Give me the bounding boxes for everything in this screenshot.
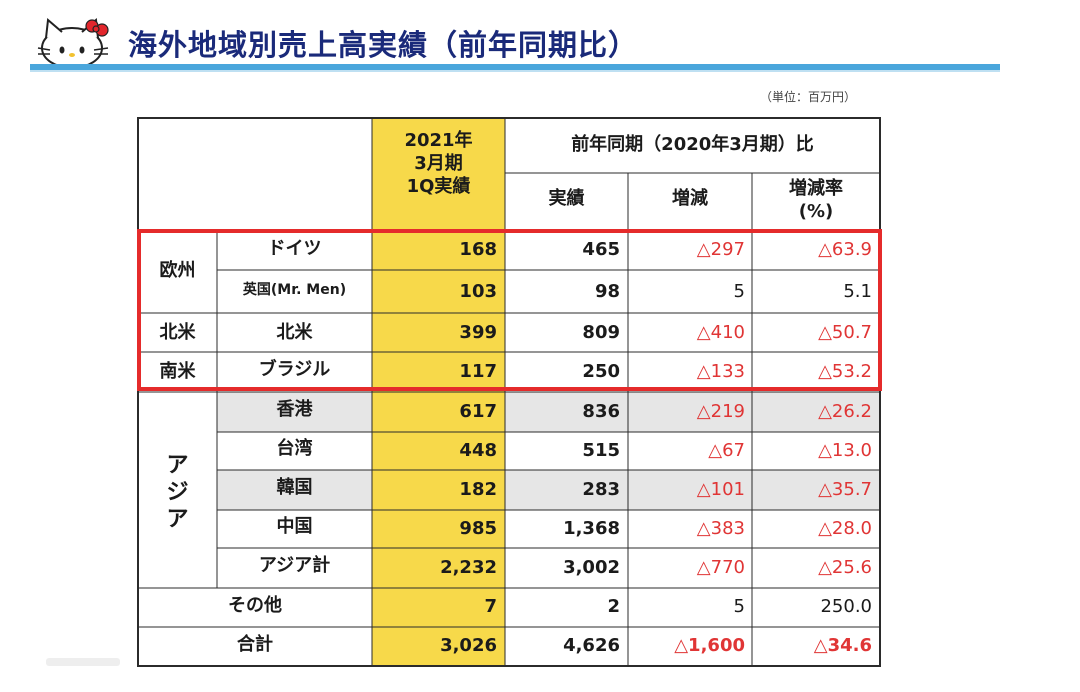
row-label-asia-total: アジア計 <box>258 555 331 576</box>
cell-rate: △28.0 <box>818 518 872 539</box>
cell-prior: 250 <box>582 361 620 382</box>
cell-current: 3,026 <box>440 635 497 656</box>
cell-current: 617 <box>459 401 497 422</box>
cell-rate: △50.7 <box>818 322 872 343</box>
cell-diff: 5 <box>733 596 745 617</box>
watermark <box>46 658 120 666</box>
cell-rate: △34.6 <box>813 635 872 656</box>
row-label-other: その他 <box>228 595 282 616</box>
cell-diff: △410 <box>696 322 745 343</box>
cell-current: 168 <box>459 239 497 260</box>
prior-actual-header: 実績 <box>548 188 585 209</box>
row-label-korea: 韓国 <box>276 477 313 498</box>
title-underline <box>30 64 1000 70</box>
cell-rate: △53.2 <box>818 361 872 382</box>
cell-prior: 4,626 <box>563 635 620 656</box>
cell-current: 399 <box>459 322 497 343</box>
row-label-total: 合計 <box>237 634 273 655</box>
change-rate-header: 増減率 <box>789 178 843 199</box>
current-period-month: 3月期 <box>414 153 463 174</box>
cell-prior: 809 <box>582 322 620 343</box>
cell-diff: △770 <box>696 557 745 578</box>
cell-current: 117 <box>459 361 497 382</box>
row-label-north-america: 北米 <box>276 322 313 343</box>
title-underline-shadow <box>30 70 1000 72</box>
row-label-taiwan: 台湾 <box>276 438 313 459</box>
highlight-box <box>137 229 882 391</box>
cell-prior: 3,002 <box>563 557 620 578</box>
page-title: 海外地域別売上高実績（前年同期比） <box>128 28 639 62</box>
cell-prior: 1,368 <box>563 518 620 539</box>
cell-prior: 465 <box>582 239 620 260</box>
cell-rate: △26.2 <box>818 401 872 422</box>
cell-diff: △383 <box>696 518 745 539</box>
row-label-germany: ドイツ <box>267 238 322 259</box>
row-label-china: 中国 <box>276 516 313 537</box>
cell-diff: △101 <box>696 479 745 500</box>
cell-diff: △133 <box>696 361 745 382</box>
cell-current: 2,232 <box>440 557 497 578</box>
cell-rate: △25.6 <box>818 557 872 578</box>
cell-rate: △13.0 <box>818 440 872 461</box>
region-europe: 欧州 <box>159 260 196 281</box>
cell-rate: △63.9 <box>818 239 872 260</box>
current-period-label: 1Q実績 <box>406 176 471 197</box>
change-rate-unit: (%) <box>798 201 834 222</box>
row-label-hong-kong: 香港 <box>276 399 313 420</box>
cell-prior: 98 <box>594 281 620 302</box>
hello-kitty-logo <box>37 18 109 69</box>
cell-rate: 5.1 <box>843 281 872 302</box>
cell-prior: 283 <box>582 479 620 500</box>
cell-rate: 250.0 <box>820 596 872 617</box>
cell-current: 985 <box>459 518 497 539</box>
row-label-brazil: ブラジル <box>258 359 331 380</box>
cell-current: 7 <box>484 596 497 617</box>
region-north-america: 北米 <box>159 322 196 343</box>
region-asia: アジア <box>138 452 217 533</box>
cell-diff: △67 <box>708 440 745 461</box>
cell-diff: △297 <box>696 239 745 260</box>
cell-prior: 2 <box>607 596 620 617</box>
prior-period-group-header: 前年同期（2020年3月期）比 <box>571 134 814 155</box>
cell-diff: △219 <box>696 401 745 422</box>
cell-diff: △1,600 <box>674 635 745 656</box>
cell-prior: 836 <box>582 401 620 422</box>
cell-current: 103 <box>459 281 497 302</box>
current-period-year: 2021年 <box>404 130 473 151</box>
region-asia-label: アジア <box>166 453 189 532</box>
cell-diff: 5 <box>733 281 745 302</box>
row-label-uk: 英国(Mr. Men) <box>242 282 347 298</box>
cell-prior: 515 <box>582 440 620 461</box>
cell-current: 448 <box>459 440 497 461</box>
change-header: 増減 <box>672 188 708 209</box>
region-south-america: 南米 <box>159 361 196 382</box>
unit-label: （単位：百万円） <box>760 90 857 104</box>
cell-rate: △35.7 <box>818 479 872 500</box>
cell-current: 182 <box>459 479 497 500</box>
